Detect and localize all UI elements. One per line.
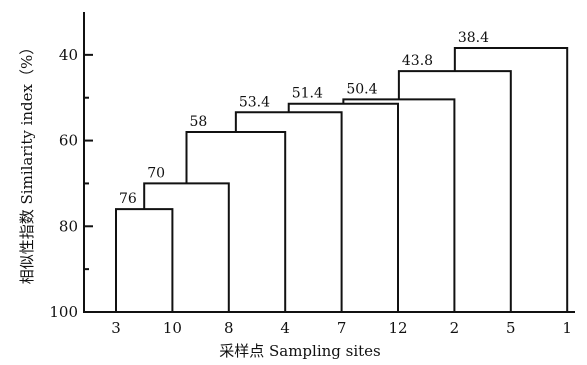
merge-label-70: 70 — [147, 165, 165, 181]
leaf-label-8: 8 — [224, 319, 234, 337]
x-axis-label: 采样点 Sampling sites — [219, 342, 381, 360]
merge-label-58: 58 — [190, 114, 208, 130]
merge-label-76: 76 — [119, 191, 137, 207]
dendrogram-branches — [115, 47, 569, 312]
branch-51.4 — [287, 102, 399, 312]
y-axis: 40 60 80 100 — [49, 12, 575, 321]
branch-70 — [143, 182, 230, 312]
y-tick-label: 60 — [59, 132, 78, 150]
y-tick-label: 80 — [59, 217, 78, 235]
leaf-label-4: 4 — [280, 319, 290, 337]
branch-43.8 — [397, 70, 512, 312]
y-axis-label: 相似性指数 Similarity index（%） — [18, 40, 36, 285]
leaf-labels: 3 10 8 4 7 12 2 5 1 — [111, 319, 572, 337]
leaf-label-1: 1 — [562, 319, 572, 337]
leaf-label-10: 10 — [163, 319, 182, 337]
y-tick-label: 40 — [59, 46, 78, 64]
leaf-label-7: 7 — [337, 319, 347, 337]
merge-label-38.4: 38.4 — [458, 30, 489, 46]
branch-50.4 — [342, 98, 456, 312]
leaf-label-2: 2 — [450, 319, 460, 337]
branch-76 — [115, 208, 174, 312]
leaf-label-3: 3 — [111, 319, 121, 337]
merge-label-53.4: 53.4 — [239, 94, 270, 110]
branch-53.4 — [234, 111, 343, 312]
merge-labels: 76 70 58 53.4 51.4 50.4 43.8 38.4 — [119, 30, 489, 207]
branch-58 — [185, 131, 287, 312]
merge-label-43.8: 43.8 — [402, 53, 433, 69]
leaf-label-5: 5 — [506, 319, 516, 337]
branch-38.4 — [453, 47, 569, 312]
merge-label-50.4: 50.4 — [346, 81, 377, 97]
merge-label-51.4: 51.4 — [292, 86, 323, 102]
y-tick-label: 100 — [49, 303, 78, 321]
leaf-label-12: 12 — [388, 319, 407, 337]
